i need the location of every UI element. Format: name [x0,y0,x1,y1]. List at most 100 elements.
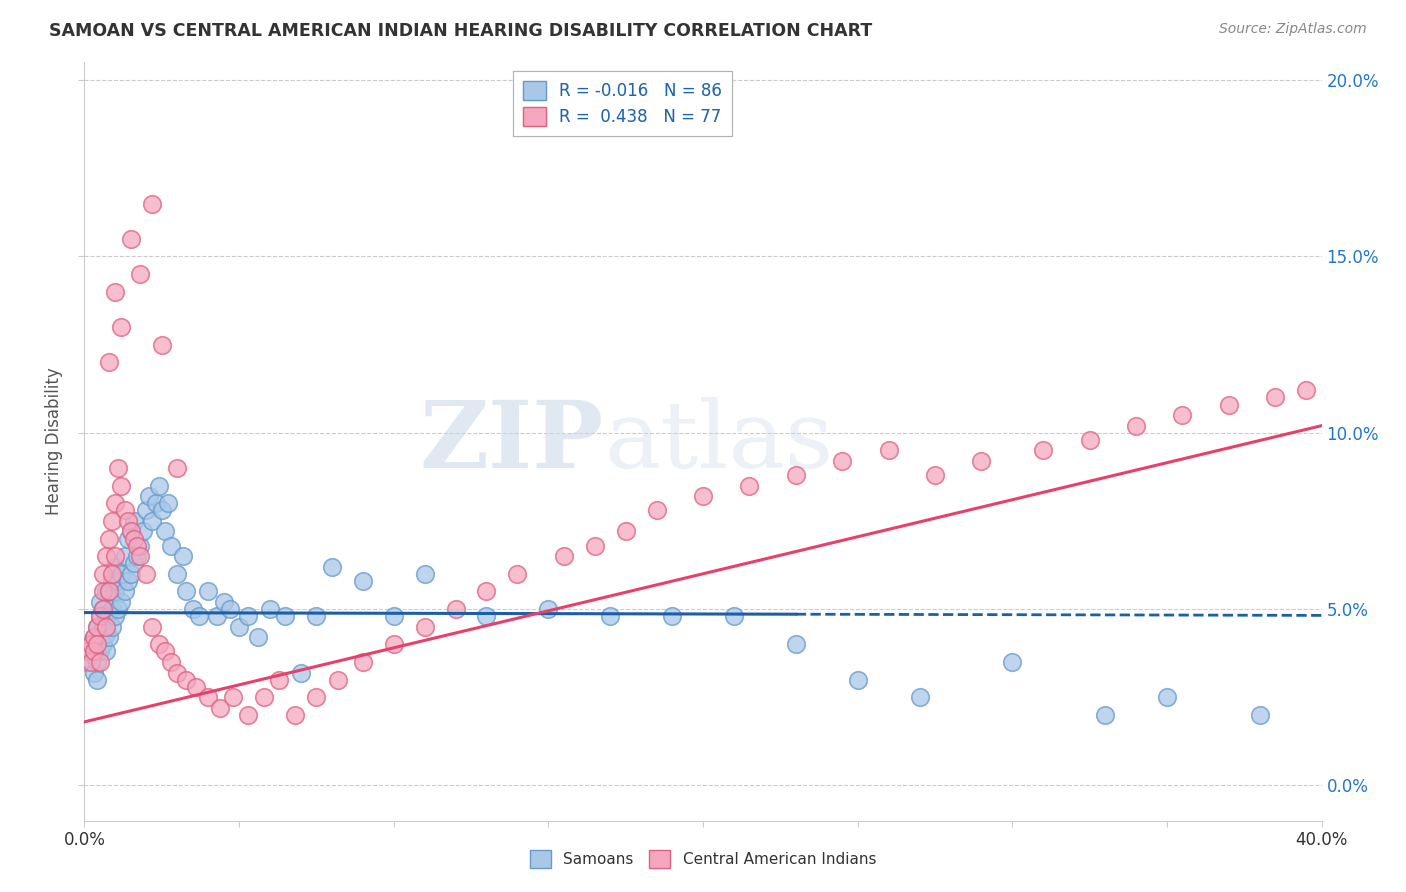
Point [120,232,142,246]
Point [692,489,714,503]
Point [290,665,312,680]
Point [475,609,498,624]
Point [1156,690,1178,705]
Point [184,680,207,694]
Point [91,602,114,616]
Point [1125,418,1147,433]
Point [86,655,108,669]
Point [91,566,114,581]
Point [83,665,105,680]
Point [89,609,111,624]
Point [506,566,529,581]
Point [89,630,111,644]
Point [187,609,209,624]
Point [122,556,145,570]
Point [89,655,111,669]
Point [269,673,291,687]
Point [91,584,114,599]
Legend: Samoans, Central American Indians: Samoans, Central American Indians [522,843,884,875]
Point [122,514,145,528]
Text: ZIP: ZIP [420,397,605,486]
Point [104,609,127,624]
Point [98,584,121,599]
Point [831,454,853,468]
Point [89,609,111,624]
Point [101,566,124,581]
Point [141,196,163,211]
Point [117,574,139,588]
Point [101,514,124,528]
Point [645,503,668,517]
Point [160,539,183,553]
Point [107,602,129,616]
Point [1032,443,1054,458]
Point [1249,707,1271,722]
Point [125,549,148,563]
Point [253,690,276,705]
Point [352,655,374,669]
Point [89,595,111,609]
Point [1218,397,1240,411]
Point [98,630,121,644]
Point [444,602,467,616]
Point [98,584,121,599]
Point [1094,707,1116,722]
Point [738,478,761,492]
Point [413,566,436,581]
Y-axis label: Hearing Disability: Hearing Disability [45,368,63,516]
Point [98,609,121,624]
Legend: R = -0.016   N = 86, R =  0.438   N = 77: R = -0.016 N = 86, R = 0.438 N = 77 [513,70,733,136]
Point [475,584,498,599]
Text: Source: ZipAtlas.com: Source: ZipAtlas.com [1219,22,1367,37]
Point [129,267,152,281]
Point [76,655,98,669]
Point [120,524,142,539]
Point [238,707,260,722]
Point [284,707,307,722]
Point [91,637,114,651]
Point [76,644,98,658]
Point [553,549,575,563]
Point [970,454,993,468]
Point [79,655,101,669]
Point [614,524,637,539]
Point [228,620,250,634]
Point [89,644,111,658]
Point [132,524,155,539]
Point [98,532,121,546]
Point [129,549,152,563]
Point [141,620,163,634]
Point [101,602,124,616]
Point [107,574,129,588]
Point [181,602,204,616]
Point [86,620,108,634]
Point [785,468,807,483]
Point [83,644,105,658]
Point [222,690,245,705]
Point [924,468,946,483]
Point [125,539,148,553]
Point [83,644,105,658]
Point [94,620,117,634]
Point [176,584,198,599]
Point [86,673,108,687]
Point [145,496,167,510]
Point [197,584,219,599]
Point [114,584,136,599]
Point [110,320,132,334]
Point [94,609,117,624]
Point [661,609,683,624]
Point [117,514,139,528]
Point [86,637,108,651]
Point [98,355,121,369]
Point [153,644,176,658]
Point [166,665,188,680]
Point [94,584,117,599]
Point [537,602,560,616]
Point [110,478,132,492]
Point [104,559,127,574]
Point [104,496,127,510]
Point [83,630,105,644]
Point [305,609,328,624]
Point [156,496,179,510]
